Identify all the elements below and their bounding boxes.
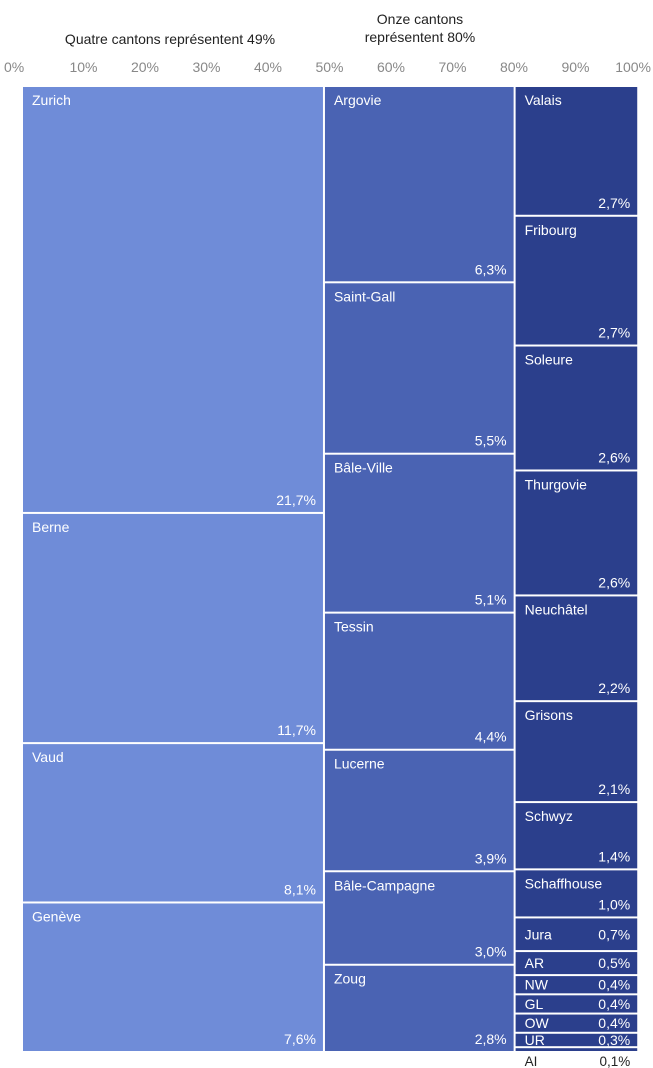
tile-label-vaud: Vaud <box>32 749 64 765</box>
x-tick-label: 20% <box>131 59 159 75</box>
tile-ur <box>515 1033 638 1047</box>
tile-saint-gall <box>324 283 514 453</box>
tile-grisons <box>515 702 638 802</box>
tile-bale-campagne <box>324 872 514 964</box>
x-tick-label: 70% <box>438 59 466 75</box>
annotation-four-cantons: Quatre cantons représentent 49% <box>64 31 276 47</box>
tile-berne <box>23 513 323 743</box>
tile-neuchatel <box>515 596 638 701</box>
x-tick-label: 100% <box>615 59 651 75</box>
tile-value-lucerne: 3,9% <box>475 850 507 866</box>
tile-label-gl: GL <box>525 996 544 1012</box>
tile-value-bale-ville: 5,1% <box>475 592 507 608</box>
tile-label-schwyz: Schwyz <box>525 808 573 824</box>
tile-value-thurgovie: 2,6% <box>598 574 630 590</box>
tile-label-argovie: Argovie <box>334 92 382 108</box>
tile-label-grisons: Grisons <box>525 707 573 723</box>
tile-value-grisons: 2,1% <box>598 781 630 797</box>
x-tick-label: 0% <box>4 59 24 75</box>
tile-value-schaffhouse: 1,0% <box>598 896 630 912</box>
tile-zurich <box>23 87 323 512</box>
tile-value-nw: 0,4% <box>598 977 630 993</box>
tile-label-ar: AR <box>525 955 544 971</box>
x-tick-label: 80% <box>500 59 528 75</box>
tile-vaud <box>23 744 323 902</box>
x-tick-label: 90% <box>561 59 589 75</box>
tile-label-ai: AI <box>525 1054 538 1068</box>
tile-value-vaud: 8,1% <box>284 881 316 897</box>
tile-label-ow: OW <box>525 1015 550 1031</box>
tile-schaffhouse <box>515 870 638 917</box>
tile-label-zoug: Zoug <box>334 971 366 987</box>
tile-label-jura: Jura <box>525 926 552 942</box>
tile-label-soleure: Soleure <box>525 352 573 368</box>
tile-label-bale-campagne: Bâle-Campagne <box>334 877 435 893</box>
tile-label-neuchatel: Neuchâtel <box>525 601 588 617</box>
tile-value-neuchatel: 2,2% <box>598 680 630 696</box>
tile-value-saint-gall: 5,5% <box>475 433 507 449</box>
tile-ow <box>515 1014 638 1032</box>
annotation-eleven-cantons-line1: Onze cantons <box>376 11 464 27</box>
tile-zoug <box>324 965 514 1051</box>
tile-value-valais: 2,7% <box>598 195 630 211</box>
tile-value-soleure: 2,6% <box>598 449 630 465</box>
tile-label-geneve: Genève <box>32 908 81 924</box>
tile-ai <box>515 1048 638 1051</box>
tile-value-geneve: 7,6% <box>284 1031 316 1047</box>
tile-value-gl: 0,4% <box>598 996 630 1012</box>
tile-ar <box>515 952 638 975</box>
tile-schwyz <box>515 803 638 869</box>
tile-tessin <box>324 613 514 749</box>
tile-bale-ville <box>324 454 514 612</box>
tile-argovie <box>324 87 514 282</box>
tile-thurgovie <box>515 471 638 595</box>
tile-value-fribourg: 2,7% <box>598 325 630 341</box>
tile-value-schwyz: 1,4% <box>598 848 630 864</box>
tile-value-ur: 0,3% <box>598 1032 630 1048</box>
tile-label-fribourg: Fribourg <box>525 222 577 238</box>
tile-jura <box>515 918 638 951</box>
x-tick-label: 30% <box>192 59 220 75</box>
tile-label-ur: UR <box>525 1032 545 1048</box>
tile-label-schaffhouse: Schaffhouse <box>525 875 603 891</box>
tile-label-nw: NW <box>525 977 549 993</box>
tile-value-ar: 0,5% <box>598 955 630 971</box>
tile-gl <box>515 995 638 1013</box>
annotation-eleven-cantons-line2: représentent 80% <box>364 29 476 45</box>
x-tick-label: 60% <box>377 59 405 75</box>
tile-value-berne: 11,7% <box>277 722 316 738</box>
tile-geneve <box>23 903 323 1051</box>
x-tick-label: 10% <box>69 59 97 75</box>
tile-label-berne: Berne <box>32 519 70 535</box>
tile-label-bale-ville: Bâle-Ville <box>334 460 393 476</box>
tile-value-ow: 0,4% <box>598 1015 630 1031</box>
tile-label-saint-gall: Saint-Gall <box>334 288 395 304</box>
tile-label-tessin: Tessin <box>334 619 374 635</box>
tile-label-lucerne: Lucerne <box>334 756 385 772</box>
annotation-eleven-cantons: Onze cantons représentent 80% <box>365 10 476 46</box>
tile-value-tessin: 4,4% <box>475 729 507 745</box>
tile-label-valais: Valais <box>525 92 562 108</box>
tile-soleure <box>515 346 638 470</box>
tile-value-zoug: 2,8% <box>475 1031 507 1047</box>
tile-fribourg <box>515 216 638 345</box>
tile-value-ai: 0,1% <box>599 1054 630 1068</box>
tile-value-zurich: 21,7% <box>276 492 316 508</box>
tile-label-zurich: Zurich <box>32 92 71 108</box>
tile-value-jura: 0,7% <box>598 926 630 942</box>
x-tick-label: 50% <box>315 59 343 75</box>
tile-nw <box>515 976 638 994</box>
x-tick-label: 40% <box>254 59 282 75</box>
tile-label-thurgovie: Thurgovie <box>525 476 587 492</box>
tile-valais <box>515 87 638 215</box>
tile-value-argovie: 6,3% <box>475 261 507 277</box>
tile-lucerne <box>324 750 514 871</box>
tile-value-bale-campagne: 3,0% <box>475 944 507 960</box>
